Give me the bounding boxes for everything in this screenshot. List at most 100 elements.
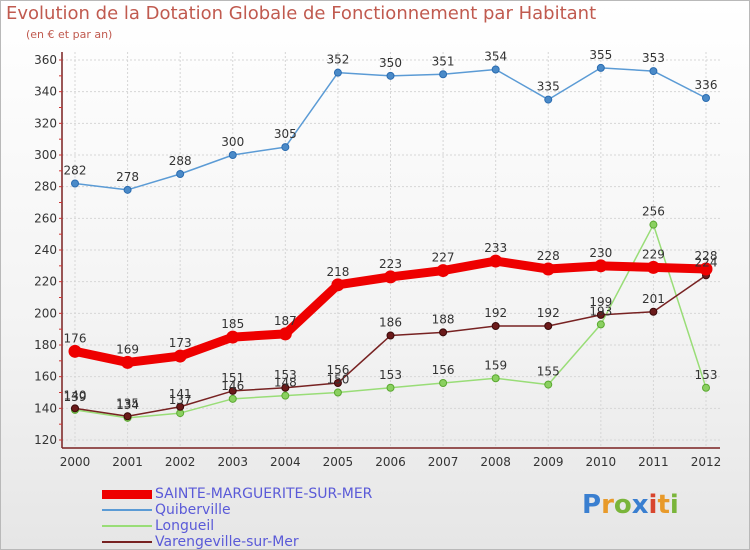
x-tick-label: 2002 <box>165 455 196 469</box>
chart-subtitle: (en € et par an) <box>26 28 113 41</box>
data-point <box>176 170 185 178</box>
y-tick-label: 260 <box>34 211 57 225</box>
y-tick-label: 180 <box>34 338 57 352</box>
data-label: 139 <box>64 390 87 404</box>
x-tick-label: 2008 <box>480 455 511 469</box>
data-point <box>333 388 342 397</box>
data-point <box>384 270 397 284</box>
grid <box>62 52 720 448</box>
data-label: 193 <box>589 304 612 318</box>
data-label: 176 <box>64 331 87 345</box>
legend-item: SAINTE-MARGUERITE-SUR-MER <box>102 486 372 502</box>
axes: 120 140 160 180 200 220 240 260 280 300 320 340 360 2… <box>34 52 721 469</box>
logo-letter: P <box>582 490 602 520</box>
data-point <box>71 179 79 188</box>
data-point <box>544 380 553 389</box>
data-label: 192 <box>537 306 560 320</box>
data-point <box>491 322 500 330</box>
data-point <box>331 278 345 292</box>
x-tick-label: 2011 <box>638 455 669 469</box>
data-label: 233 <box>484 241 507 255</box>
logo-letter: i <box>648 490 658 520</box>
data-label: 185 <box>221 317 244 331</box>
data-label: 288 <box>169 154 192 168</box>
data-label: 201 <box>642 292 665 306</box>
y-tick-label: 220 <box>34 275 57 289</box>
legend-item: Longueil <box>102 518 372 534</box>
data-label: 224 <box>695 255 718 269</box>
data-label: 169 <box>116 342 139 356</box>
data-point <box>123 185 132 194</box>
data-label: 146 <box>221 379 244 393</box>
data-point <box>333 379 342 387</box>
data-label: 150 <box>326 373 349 387</box>
data-point <box>281 143 290 152</box>
x-tick-label: 2007 <box>428 455 459 469</box>
series <box>68 63 713 422</box>
logo-letter: r <box>601 490 614 520</box>
legend-label: SAINTE-MARGUERITE-SUR-MER <box>155 486 373 502</box>
data-label: 156 <box>326 363 349 377</box>
data-point <box>544 322 553 330</box>
x-tick-label: 2000 <box>60 455 91 469</box>
data-point <box>386 331 395 340</box>
x-tick-label: 2009 <box>533 455 564 469</box>
data-point <box>278 327 292 341</box>
data-label: 355 <box>589 48 612 62</box>
data-point <box>596 320 605 329</box>
data-label: 140 <box>64 388 87 402</box>
chart-title: Evolution de la Dotation Globale de Fonc… <box>6 3 597 24</box>
legend-swatch <box>102 541 152 543</box>
x-tick-label: 2006 <box>375 455 406 469</box>
legend-swatch <box>102 509 152 511</box>
data-point <box>491 374 500 383</box>
data-point <box>226 330 240 344</box>
data-point <box>596 63 605 72</box>
data-point <box>281 391 290 400</box>
data-label: 199 <box>589 295 612 309</box>
data-label: 352 <box>326 53 349 67</box>
data-point <box>439 328 448 337</box>
legend-item: Quiberville <box>102 502 372 518</box>
data-label: 228 <box>537 249 560 263</box>
logo-letter: o <box>613 490 632 520</box>
data-point <box>176 402 185 411</box>
data-label: 278 <box>116 170 139 184</box>
legend-label: Quiberville <box>155 502 231 518</box>
data-label: 335 <box>537 80 560 94</box>
data-label: 159 <box>484 358 507 372</box>
data-point <box>68 344 82 358</box>
data-label: 148 <box>274 376 297 390</box>
data-point <box>71 404 79 413</box>
data-point <box>439 70 448 79</box>
data-label: 134 <box>116 398 139 412</box>
y-tick-label: 160 <box>34 370 57 384</box>
data-label: 151 <box>221 371 244 385</box>
data-label: 229 <box>642 247 665 261</box>
data-label: 300 <box>221 135 244 149</box>
data-point <box>228 386 237 395</box>
data-point <box>649 220 658 229</box>
y-tick-label: 340 <box>34 85 57 99</box>
data-label: 153 <box>695 368 718 382</box>
logo-letter: t <box>657 490 670 520</box>
data-label: 351 <box>432 54 455 68</box>
data-label: 156 <box>432 363 455 377</box>
legend-item: Varengeville-sur-Mer <box>102 534 372 550</box>
data-label: 155 <box>537 365 560 379</box>
data-point <box>702 94 710 102</box>
data-label: 218 <box>326 265 349 279</box>
data-label: 188 <box>432 312 455 326</box>
legend: SAINTE-MARGUERITE-SUR-MER Quiberville Long… <box>102 486 372 550</box>
data-point <box>646 260 660 274</box>
logo-letter: x <box>631 490 649 520</box>
data-point <box>228 151 237 159</box>
data-label: 186 <box>379 316 402 330</box>
x-tick-label: 2001 <box>112 455 143 469</box>
data-point <box>489 254 503 268</box>
data-label: 223 <box>379 257 402 271</box>
data-point <box>596 310 605 319</box>
data-point <box>123 412 132 421</box>
data-label: 141 <box>169 387 192 401</box>
